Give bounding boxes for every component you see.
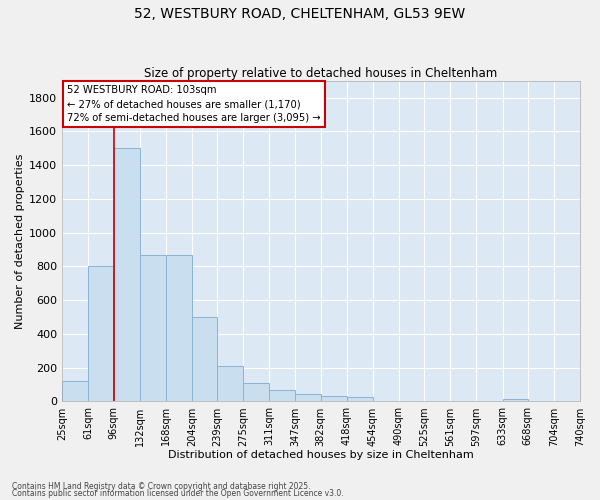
Bar xyxy=(217,366,243,402)
Bar xyxy=(503,399,528,402)
Bar xyxy=(140,254,166,402)
X-axis label: Distribution of detached houses by size in Cheltenham: Distribution of detached houses by size … xyxy=(168,450,474,460)
Bar xyxy=(62,381,88,402)
Title: Size of property relative to detached houses in Cheltenham: Size of property relative to detached ho… xyxy=(145,66,498,80)
Bar xyxy=(347,398,373,402)
Bar xyxy=(373,400,399,402)
Bar xyxy=(243,383,269,402)
Y-axis label: Number of detached properties: Number of detached properties xyxy=(15,154,25,329)
Text: Contains HM Land Registry data © Crown copyright and database right 2025.: Contains HM Land Registry data © Crown c… xyxy=(12,482,311,491)
Bar xyxy=(192,317,217,402)
Text: 52 WESTBURY ROAD: 103sqm
← 27% of detached houses are smaller (1,170)
72% of sem: 52 WESTBURY ROAD: 103sqm ← 27% of detach… xyxy=(67,86,321,124)
Bar xyxy=(321,396,347,402)
Bar xyxy=(295,394,321,402)
Bar xyxy=(166,254,192,402)
Text: 52, WESTBURY ROAD, CHELTENHAM, GL53 9EW: 52, WESTBURY ROAD, CHELTENHAM, GL53 9EW xyxy=(134,8,466,22)
Text: Contains public sector information licensed under the Open Government Licence v3: Contains public sector information licen… xyxy=(12,489,344,498)
Bar xyxy=(88,266,113,402)
Bar xyxy=(113,148,140,402)
Bar xyxy=(269,390,295,402)
